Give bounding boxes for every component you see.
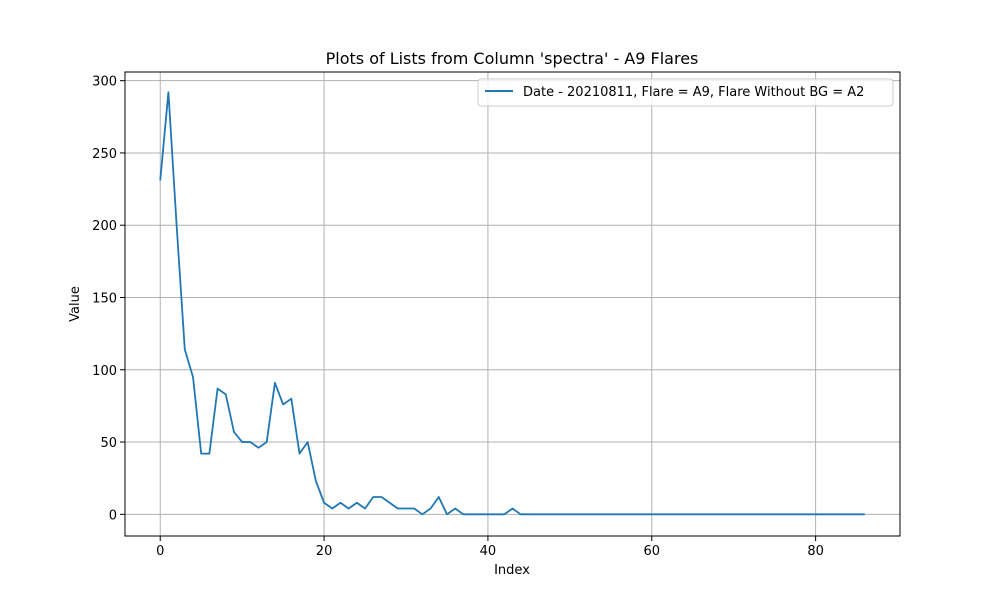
x-tick-label: 80 [807,544,824,559]
series-line [159,91,865,516]
y-axis-ticks: 0 50 100 150 200 250 300 [92,75,125,523]
x-tick-label: 60 [643,544,660,559]
legend: Date - 20210811, Flare = A9, Flare Witho… [477,78,894,107]
y-tick-label: 150 [92,291,117,306]
legend-box [477,78,894,107]
plot-area-frame [124,71,901,537]
x-axis-ticks: 0 20 40 60 80 [156,536,824,559]
y-tick-label: 300 [92,75,117,90]
y-tick-label: 250 [92,147,117,162]
y-tick-label: 0 [109,508,117,523]
y-tick-label: 200 [92,219,117,234]
x-tick-label: 40 [480,544,497,559]
y-tick-label: 50 [100,436,117,451]
x-axis-label: Index [494,563,530,578]
y-axis-label: Value [68,286,83,322]
grid [125,72,900,536]
x-tick-label: 20 [316,544,333,559]
series-layer [159,91,865,516]
legend-entry-label: Date - 20210811, Flare = A9, Flare Witho… [523,85,864,100]
chart-title: Plots of Lists from Column 'spectra' - A… [326,49,699,68]
y-tick-label: 100 [92,364,117,379]
x-tick-label: 0 [156,544,164,559]
